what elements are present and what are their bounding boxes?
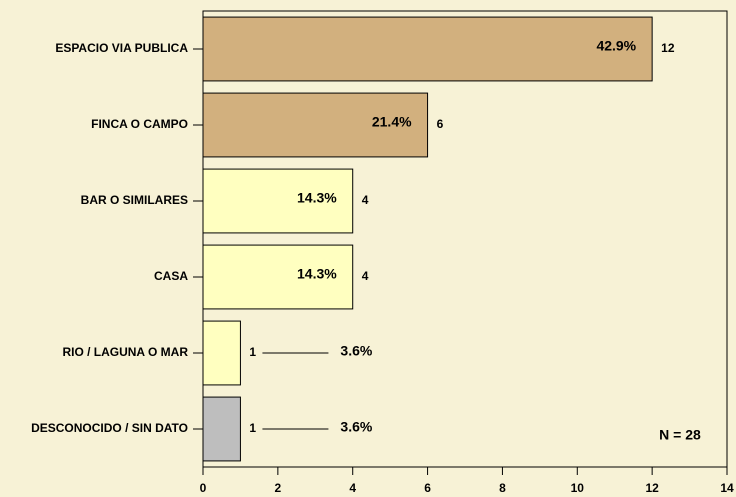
x-tick-label: 8 — [499, 481, 506, 495]
bar — [202, 92, 429, 158]
value-label: 6 — [437, 117, 444, 131]
bar — [202, 16, 653, 82]
annotation: N = 28 — [659, 427, 701, 443]
x-tick-label: 14 — [720, 481, 734, 495]
y-tick-label: CASA — [154, 269, 188, 283]
percent-label: 14.3% — [297, 266, 337, 282]
percent-label: 42.9% — [596, 38, 636, 54]
bar — [202, 320, 241, 386]
bar — [202, 396, 241, 462]
value-label: 4 — [362, 269, 369, 283]
value-label: 1 — [249, 345, 256, 359]
bar — [202, 168, 354, 234]
percent-label: 3.6% — [340, 343, 372, 359]
y-tick-label: ESPACIO VIA PUBLICA — [55, 41, 188, 55]
bar — [202, 244, 354, 310]
y-tick-label: DESCONOCIDO / SIN DATO — [31, 421, 188, 435]
x-tick-label: 2 — [275, 481, 282, 495]
x-tick-label: 6 — [424, 481, 431, 495]
y-tick-label: RIO / LAGUNA O MAR — [62, 345, 188, 359]
x-tick-label: 12 — [645, 481, 659, 495]
plot-frame — [202, 10, 728, 468]
x-tick-label: 4 — [349, 481, 356, 495]
percent-label: 21.4% — [372, 114, 412, 130]
value-label: 1 — [249, 421, 256, 435]
percent-label: 3.6% — [340, 419, 372, 435]
y-tick-label: BAR O SIMILARES — [81, 193, 188, 207]
x-tick-label: 0 — [200, 481, 207, 495]
percent-label: 14.3% — [297, 190, 337, 206]
value-label: 12 — [661, 41, 675, 55]
x-tick-label: 10 — [571, 481, 585, 495]
y-tick-label: FINCA O CAMPO — [91, 117, 188, 131]
value-label: 4 — [362, 193, 369, 207]
